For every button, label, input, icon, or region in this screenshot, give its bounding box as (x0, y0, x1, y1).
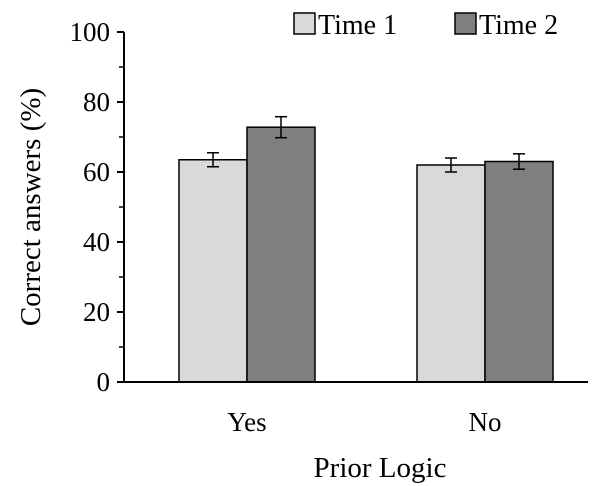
legend-label: Time 2 (479, 10, 558, 41)
bar-yes-series-2 (246, 126, 316, 383)
legend-item-series-2: Time 2 (454, 10, 558, 41)
bar-no-series-1 (416, 164, 486, 383)
y-ticks-group: 0 20 40 60 80 100 (70, 17, 124, 397)
legend-label: Time 1 (318, 10, 397, 41)
error-bars-group (207, 115, 525, 173)
bar-yes-series-1 (178, 159, 248, 383)
error-bar-no-series-2 (513, 153, 525, 170)
x-ticks-group: Yes No (227, 407, 501, 437)
bar-no-series-2 (484, 160, 554, 383)
error-bar-no-series-1 (445, 157, 457, 173)
error-bar-yes-series-2 (275, 115, 287, 139)
legend: Time 1 Time 2 (293, 10, 558, 41)
y-tick-label: 80 (83, 87, 110, 117)
y-tick-label: 20 (83, 297, 110, 327)
y-tick-label: 100 (70, 17, 111, 47)
legend-swatch (454, 12, 477, 35)
y-tick-label: 40 (83, 227, 110, 257)
y-tick-label: 0 (97, 367, 111, 397)
bars-group (178, 126, 554, 383)
legend-item-series-1: Time 1 (293, 10, 397, 41)
y-axis-title: Correct answers (%) (15, 88, 47, 326)
error-bar-yes-series-1 (207, 152, 219, 168)
x-tick-label-no: No (469, 407, 502, 437)
y-tick-label: 60 (83, 157, 110, 187)
legend-swatch (293, 12, 316, 35)
x-tick-label-yes: Yes (227, 407, 266, 437)
x-axis-title: Prior Logic (314, 452, 447, 484)
